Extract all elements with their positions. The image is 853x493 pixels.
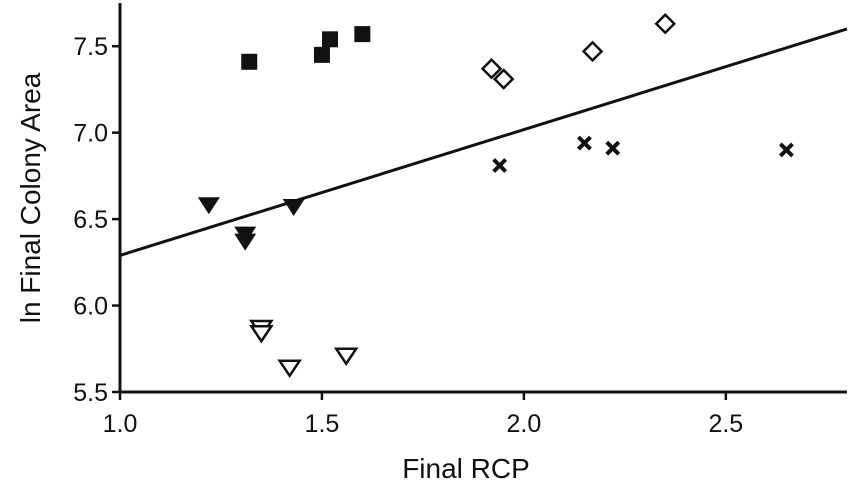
- x-tick-label: 2.5: [708, 410, 743, 438]
- filled-square-point: [322, 31, 339, 48]
- filled-triangle-point: [234, 233, 257, 251]
- y-tick-label: 6.0: [73, 293, 108, 321]
- x-axis-title: Final RCP: [402, 453, 530, 484]
- open-triangle-point: [333, 347, 359, 366]
- y-tick-label: 7.5: [73, 33, 108, 61]
- filled-square-point: [354, 26, 371, 43]
- open-diamond-point: [654, 12, 677, 35]
- filled-triangle-point: [197, 197, 220, 215]
- data-points: [197, 12, 794, 379]
- y-tick-label: 7.0: [73, 120, 108, 148]
- filled-square-point: [313, 46, 330, 63]
- fit-line: [119, 27, 848, 257]
- open-triangle-point: [277, 359, 302, 379]
- open-diamond-point: [492, 68, 515, 90]
- x-tick-label: 2.0: [507, 410, 542, 438]
- x-tick-label: 1.5: [305, 410, 340, 438]
- x-cross-point: [779, 142, 794, 158]
- x-cross-stroke: [779, 142, 794, 158]
- x-cross-stroke: [492, 158, 508, 173]
- x-cross-stroke: [577, 135, 592, 151]
- y-axis-title: ln Final Colony Area: [15, 72, 46, 323]
- x-cross-point: [605, 140, 621, 156]
- x-cross-point: [492, 158, 508, 173]
- axes: 5.5 6.0 6.5 7.0 7.5 1.0 1.5 2.0 2.5: [73, 3, 847, 438]
- open-diamond-point: [480, 57, 503, 80]
- y-tick-label: 6.5: [73, 206, 108, 234]
- y-tick-label: 5.5: [73, 379, 108, 407]
- filled-triangle-point: [282, 199, 305, 217]
- x-cross-point: [577, 135, 592, 151]
- x-tick-label: 1.0: [103, 410, 138, 438]
- open-triangle-point: [249, 324, 274, 344]
- x-cross-stroke: [605, 140, 621, 156]
- open-diamond-point: [581, 40, 604, 63]
- fit-line-group: [119, 27, 848, 257]
- filled-square-point: [241, 53, 258, 70]
